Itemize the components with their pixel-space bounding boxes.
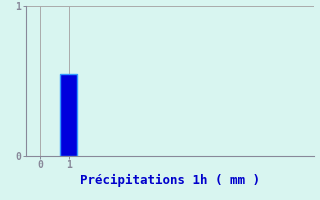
Bar [60,73,77,156]
X-axis label: Précipitations 1h ( mm ): Précipitations 1h ( mm ) [80,174,260,187]
